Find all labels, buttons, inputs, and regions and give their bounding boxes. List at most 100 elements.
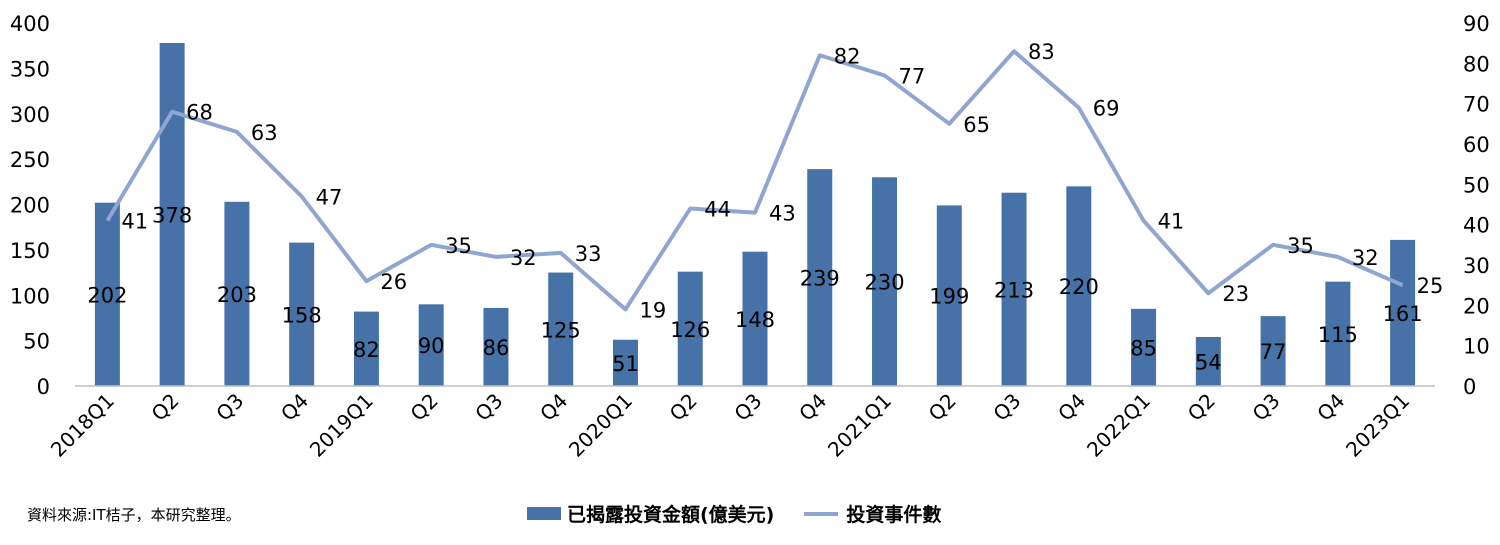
x-tick-label: Q4 bbox=[1053, 389, 1090, 426]
x-tick-label: 2021Q1 bbox=[823, 389, 896, 462]
bar bbox=[742, 251, 768, 386]
legend-item-bar: 已揭露投資金額(億美元) bbox=[527, 500, 774, 527]
right-tick-label: 60 bbox=[1463, 133, 1490, 157]
right-tick-label: 80 bbox=[1463, 52, 1490, 76]
x-tick-label: Q4 bbox=[1312, 389, 1349, 426]
line-value-label: 44 bbox=[704, 198, 731, 222]
x-tick-label: Q3 bbox=[729, 389, 766, 426]
line-value-label: 69 bbox=[1093, 97, 1120, 121]
bar-data-labels: 202 378 203 158 82 90 86 125 51 126 148 239 230 199 21… bbox=[87, 203, 1422, 375]
right-tick-label: 40 bbox=[1463, 214, 1490, 238]
bar bbox=[936, 205, 962, 386]
left-tick-label: 100 bbox=[10, 284, 50, 308]
line-value-label: 41 bbox=[1158, 210, 1185, 234]
bar bbox=[1260, 316, 1286, 386]
left-tick-label: 300 bbox=[10, 103, 50, 127]
bar-value-label: 220 bbox=[1059, 275, 1099, 299]
bar-value-label: 54 bbox=[1195, 350, 1222, 374]
bar bbox=[224, 201, 250, 386]
line-value-label: 32 bbox=[510, 246, 537, 270]
bar-value-label: 158 bbox=[282, 303, 322, 327]
bar-value-label: 82 bbox=[353, 338, 380, 362]
legend-line-label: 投資事件數 bbox=[846, 504, 942, 526]
legend-bar-swatch bbox=[527, 507, 561, 520]
line-value-label: 83 bbox=[1028, 40, 1055, 64]
left-tick-label: 150 bbox=[10, 239, 50, 263]
x-tick-label: Q2 bbox=[665, 389, 702, 426]
bar bbox=[807, 169, 833, 386]
line-value-label: 65 bbox=[963, 113, 990, 137]
bar bbox=[289, 242, 315, 386]
line-data-labels: 41 68 63 47 26 35 32 33 19 44 43 82 77 65 83 69 41 23 35 32… bbox=[121, 40, 1443, 322]
left-tick-label: 0 bbox=[37, 375, 50, 399]
bar bbox=[418, 304, 444, 386]
x-tick-label: Q2 bbox=[406, 389, 443, 426]
right-tick-label: 20 bbox=[1463, 294, 1490, 318]
right-tick-label: 30 bbox=[1463, 254, 1490, 278]
bar bbox=[1195, 336, 1221, 386]
legend: 已揭露投資金額(億美元) 投資事件數 bbox=[527, 500, 971, 527]
bar bbox=[1390, 239, 1416, 386]
bar-value-label: 90 bbox=[418, 334, 445, 358]
bar bbox=[1066, 186, 1092, 386]
bar-value-label: 126 bbox=[670, 318, 710, 342]
bar bbox=[159, 42, 185, 387]
line-series bbox=[105, 49, 1404, 312]
x-tick-label: 2020Q1 bbox=[564, 389, 637, 462]
bar-value-label: 378 bbox=[152, 203, 192, 227]
bar-value-label: 51 bbox=[612, 352, 639, 376]
bar bbox=[1131, 308, 1157, 386]
legend-bar-label: 已揭露投資金額(億美元) bbox=[567, 504, 775, 526]
x-tick-label: Q3 bbox=[211, 389, 248, 426]
legend-item-line: 投資事件數 bbox=[804, 500, 941, 527]
x-tick-label: 2022Q1 bbox=[1082, 389, 1155, 462]
left-tick-label: 350 bbox=[10, 57, 50, 81]
x-tick-label: Q2 bbox=[1183, 389, 1220, 426]
right-tick-label: 0 bbox=[1463, 375, 1476, 399]
line-value-label: 77 bbox=[899, 64, 926, 88]
bar-value-label: 85 bbox=[1130, 336, 1157, 360]
right-tick-label: 70 bbox=[1463, 93, 1490, 117]
bar-series bbox=[94, 42, 1416, 387]
x-tick-label: Q3 bbox=[1248, 389, 1285, 426]
line-value-label: 19 bbox=[639, 298, 666, 322]
bar-value-label: 77 bbox=[1260, 340, 1287, 364]
x-tick-label: Q3 bbox=[988, 389, 1025, 426]
line-value-label: 41 bbox=[121, 210, 148, 234]
left-tick-label: 250 bbox=[10, 148, 50, 172]
x-tick-label: 2019Q1 bbox=[305, 389, 378, 462]
bar-value-label: 203 bbox=[217, 283, 257, 307]
bar bbox=[353, 311, 379, 386]
bar-value-label: 86 bbox=[483, 336, 510, 360]
line-value-label: 32 bbox=[1352, 246, 1379, 270]
bar-value-label: 230 bbox=[864, 271, 904, 295]
line-value-label: 26 bbox=[380, 270, 407, 294]
x-tick-label: 2023Q1 bbox=[1341, 389, 1414, 462]
x-tick-label: Q4 bbox=[794, 389, 831, 426]
x-tick-label: Q2 bbox=[924, 389, 961, 426]
x-tick-label: Q4 bbox=[535, 389, 572, 426]
bar bbox=[872, 177, 898, 386]
line-value-label: 82 bbox=[834, 44, 861, 68]
line-value-label: 43 bbox=[769, 202, 796, 226]
bar bbox=[483, 307, 509, 386]
bar bbox=[677, 271, 703, 386]
x-tick-label: 2018Q1 bbox=[46, 389, 119, 462]
left-tick-label: 200 bbox=[10, 194, 50, 218]
bar-value-label: 202 bbox=[87, 283, 127, 307]
bar-value-label: 148 bbox=[735, 308, 775, 332]
line-value-label: 35 bbox=[1287, 234, 1314, 258]
legend-line-swatch bbox=[804, 511, 839, 516]
bar bbox=[612, 339, 638, 386]
bar-value-label: 125 bbox=[541, 318, 581, 342]
line-value-label: 25 bbox=[1417, 274, 1444, 298]
bar bbox=[94, 202, 120, 386]
left-tick-label: 50 bbox=[23, 330, 50, 354]
x-tick-label: Q3 bbox=[470, 389, 507, 426]
x-tick-label: Q4 bbox=[276, 389, 313, 426]
right-tick-label: 10 bbox=[1463, 335, 1490, 359]
line-value-label: 47 bbox=[316, 185, 343, 209]
line-value-label: 23 bbox=[1222, 282, 1249, 306]
